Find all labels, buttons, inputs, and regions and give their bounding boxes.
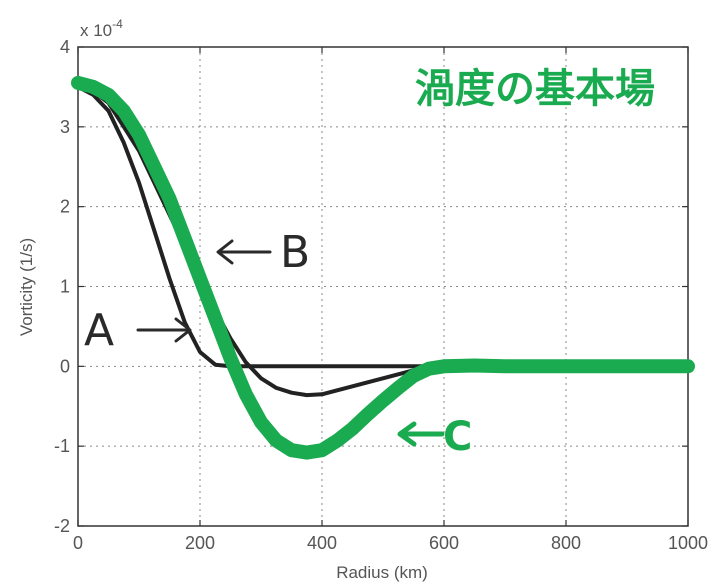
- y-multiplier-exponent: -4: [112, 17, 123, 31]
- series-line-b: [76, 84, 446, 398]
- x-tick-label: 400: [307, 533, 337, 553]
- x-tick-label: 200: [185, 533, 215, 553]
- axis-ticks: 0 200 400 600 800 1000 -2 -1 0 1 2 3 4: [54, 37, 708, 553]
- y-tick-label: 1: [60, 277, 70, 297]
- y-tick-label: -1: [54, 436, 70, 456]
- y-tick-label: -2: [54, 516, 70, 536]
- y-tick-label: 0: [60, 356, 70, 376]
- annotation-label-c: C: [443, 414, 472, 460]
- y-tick-label: 3: [60, 117, 70, 137]
- y-tick-label: 2: [60, 197, 70, 217]
- y-tick-label: 4: [60, 37, 70, 57]
- y-multiplier-base: x 10: [80, 21, 112, 40]
- x-tick-label: 600: [429, 533, 459, 553]
- series-lines: [71, 75, 695, 460]
- y-axis-multiplier: x 10-4: [80, 17, 123, 40]
- annotation-label-b: B: [280, 227, 310, 278]
- chart-title: 渦度の基本場: [415, 66, 655, 112]
- series-line-a: [76, 84, 446, 369]
- y-axis-label: Vorticity (1/s): [17, 238, 36, 336]
- x-axis-label: Radius (km): [336, 563, 428, 582]
- annotation-label-a: A: [84, 305, 114, 356]
- annotation-arrow-a: [136, 317, 192, 343]
- series-line-c: [71, 75, 695, 460]
- annotations: A B C: [84, 227, 472, 460]
- x-tick-label: 1000: [668, 533, 708, 553]
- grid: [78, 47, 688, 526]
- x-tick-label: 800: [551, 533, 581, 553]
- annotation-arrow-c: [397, 421, 445, 447]
- x-tick-label: 0: [73, 533, 83, 553]
- annotation-arrow-b: [216, 239, 272, 265]
